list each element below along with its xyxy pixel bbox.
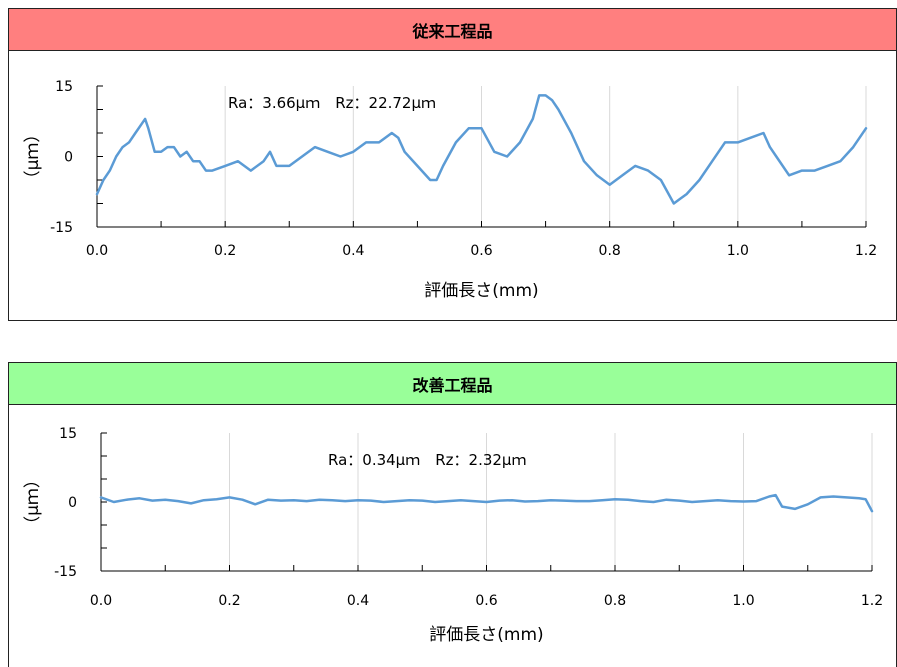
chart-panel-improved: 改善工程品 xyxy=(8,362,897,667)
chart-panel-conventional: 従来工程品 xyxy=(8,8,897,321)
chart-title: 従来工程品 xyxy=(9,9,896,51)
chart-title: 改善工程品 xyxy=(9,363,896,405)
